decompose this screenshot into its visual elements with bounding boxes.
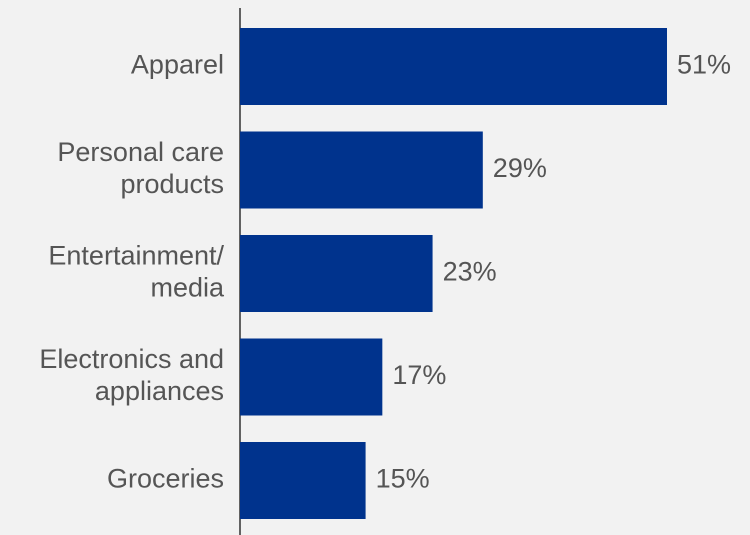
category-label-line: Apparel: [131, 50, 224, 80]
bar-1: [240, 131, 483, 209]
category-label-2: Entertainment/media: [48, 241, 225, 303]
category-label-1: Personal care products: [57, 137, 224, 199]
bar-2: [240, 235, 433, 312]
bar-4: [240, 442, 366, 519]
category-label-line: Groceries: [107, 464, 224, 494]
category-label-line: Electronics and: [39, 344, 224, 374]
category-labels-group: Apparel Personal care products Entertainmen…: [39, 50, 225, 494]
category-label-line: Personal care: [57, 137, 224, 167]
category-label-4: Groceries: [107, 464, 224, 494]
value-label-1: 29%: [493, 153, 547, 183]
category-label-line: products: [120, 169, 224, 199]
category-label-3: Electronics and appliances: [39, 344, 224, 406]
category-label-line: Entertainment/: [48, 241, 224, 271]
value-label-4: 15%: [376, 464, 430, 494]
value-label-3: 17%: [392, 360, 446, 390]
category-label-line: media: [150, 273, 225, 303]
category-label-line: appliances: [95, 376, 224, 406]
bars-group: [240, 28, 667, 519]
bar-0: [240, 28, 667, 105]
value-label-0: 51%: [677, 50, 731, 80]
value-labels-group: 51% 29% 23% 17% 15%: [376, 50, 731, 494]
value-label-2: 23%: [443, 257, 497, 287]
bar-3: [240, 338, 383, 416]
category-label-0: Apparel: [131, 50, 224, 80]
